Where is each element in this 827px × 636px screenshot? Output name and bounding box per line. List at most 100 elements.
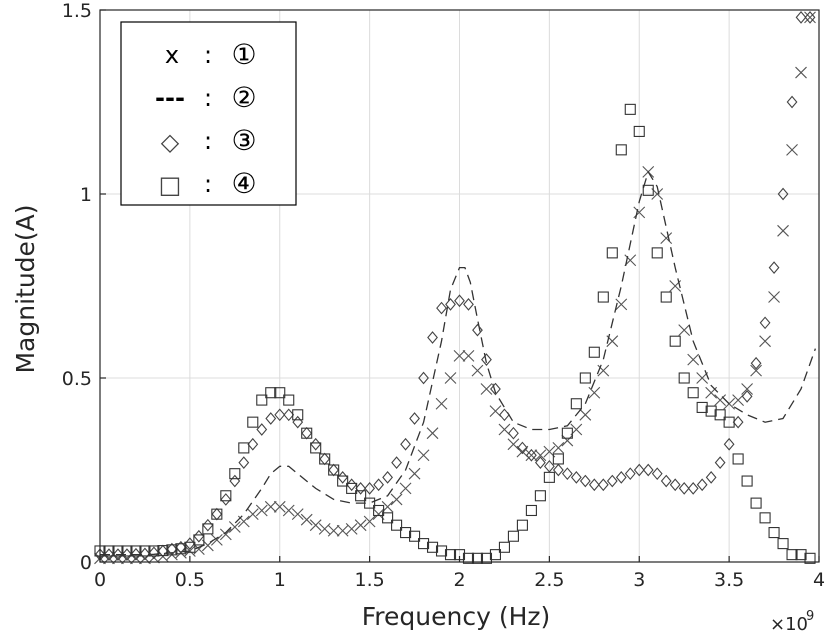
diamond-marker bbox=[202, 518, 214, 532]
square-marker bbox=[732, 453, 744, 465]
square-marker bbox=[417, 538, 430, 550]
square-marker bbox=[229, 468, 241, 480]
x-marker bbox=[453, 350, 466, 362]
square-marker bbox=[786, 549, 798, 561]
square-marker bbox=[804, 552, 816, 564]
diamond-marker bbox=[786, 95, 798, 109]
square-marker bbox=[597, 291, 609, 303]
square-marker bbox=[166, 544, 178, 556]
square-marker bbox=[409, 530, 421, 542]
diamond-marker bbox=[400, 437, 411, 451]
diamond-marker bbox=[759, 316, 771, 330]
x-axis-label: Frequency (Hz) bbox=[362, 602, 551, 631]
square-marker bbox=[768, 527, 780, 539]
x-marker bbox=[255, 504, 268, 517]
square-marker bbox=[355, 490, 367, 502]
diamond-marker bbox=[750, 356, 762, 370]
square-marker bbox=[435, 545, 448, 557]
square-marker bbox=[714, 409, 726, 421]
diamond-marker bbox=[274, 408, 286, 422]
diamond-marker bbox=[777, 187, 789, 201]
diamond-marker bbox=[481, 353, 492, 366]
diamond-marker bbox=[714, 456, 726, 469]
diamond-marker bbox=[211, 507, 223, 521]
square-marker bbox=[346, 482, 358, 494]
diamond-marker bbox=[552, 463, 564, 477]
square-marker bbox=[642, 184, 654, 196]
legend-item: ◇: ③ bbox=[161, 124, 257, 157]
legend-symbol: --- bbox=[155, 84, 185, 112]
x-marker bbox=[534, 449, 547, 462]
diamond-marker bbox=[319, 452, 331, 466]
square-marker bbox=[274, 387, 286, 399]
x-marker bbox=[363, 515, 376, 528]
diamond-marker bbox=[579, 474, 591, 488]
x-marker bbox=[345, 522, 358, 535]
diamond-marker bbox=[229, 474, 241, 488]
diamond-marker bbox=[490, 382, 501, 396]
square-marker bbox=[777, 538, 789, 550]
diamond-marker bbox=[355, 482, 367, 495]
diamond-marker bbox=[660, 474, 672, 488]
square-marker bbox=[795, 549, 807, 561]
diamond-marker bbox=[624, 467, 636, 481]
y-tick-label: 0.5 bbox=[62, 368, 92, 390]
x-marker bbox=[687, 353, 700, 366]
square-marker bbox=[696, 401, 708, 413]
legend-label: ② bbox=[231, 81, 256, 114]
legend-separator: : bbox=[204, 127, 212, 155]
square-marker bbox=[400, 527, 412, 539]
x-marker bbox=[435, 397, 448, 410]
square-marker bbox=[606, 247, 618, 259]
square-marker bbox=[391, 519, 403, 531]
square-marker bbox=[256, 394, 268, 406]
x-marker bbox=[354, 519, 367, 532]
legend: x: ① ---: ② ◇: ③ □: ④ bbox=[120, 21, 297, 206]
x-tick-label: 2.5 bbox=[534, 569, 564, 591]
x-marker bbox=[678, 324, 691, 337]
legend-separator: : bbox=[204, 41, 212, 69]
diamond-marker bbox=[508, 426, 519, 440]
x-marker bbox=[300, 513, 313, 526]
square-marker bbox=[660, 291, 672, 303]
x-marker bbox=[525, 449, 538, 462]
square-marker bbox=[489, 549, 502, 561]
square-marker bbox=[741, 475, 753, 487]
dashed-series-line bbox=[100, 170, 817, 556]
diamond-marker bbox=[741, 390, 753, 403]
diamond-marker bbox=[418, 371, 429, 385]
square-marker bbox=[750, 497, 762, 509]
diamond-marker bbox=[121, 548, 133, 561]
legend-box bbox=[120, 21, 297, 206]
square-marker bbox=[543, 471, 555, 483]
x-marker bbox=[714, 394, 727, 406]
diamond-marker bbox=[112, 548, 124, 561]
square-marker bbox=[552, 453, 564, 465]
x-marker bbox=[480, 383, 493, 395]
square-marker bbox=[516, 519, 528, 531]
diamond-marker bbox=[382, 471, 393, 484]
x-marker bbox=[660, 232, 673, 245]
square-marker bbox=[633, 125, 645, 137]
square-marker bbox=[471, 552, 484, 564]
x-marker bbox=[552, 442, 565, 454]
x-marker bbox=[471, 364, 484, 377]
x-marker bbox=[399, 482, 412, 495]
square-marker bbox=[364, 497, 376, 509]
square-marker bbox=[121, 545, 133, 557]
series-dash bbox=[100, 170, 817, 556]
diamond-marker bbox=[373, 478, 385, 492]
square-marker bbox=[615, 144, 627, 156]
diamond-marker bbox=[687, 482, 699, 495]
square-marker bbox=[247, 416, 259, 428]
x-marker bbox=[462, 350, 475, 362]
x-marker bbox=[291, 508, 304, 521]
x-marker bbox=[741, 383, 753, 395]
diamond-marker bbox=[391, 456, 402, 469]
square-marker bbox=[211, 508, 223, 520]
square-marker bbox=[507, 530, 519, 542]
square-marker bbox=[310, 442, 322, 454]
square-marker bbox=[588, 346, 600, 358]
diamond-marker bbox=[696, 478, 708, 492]
